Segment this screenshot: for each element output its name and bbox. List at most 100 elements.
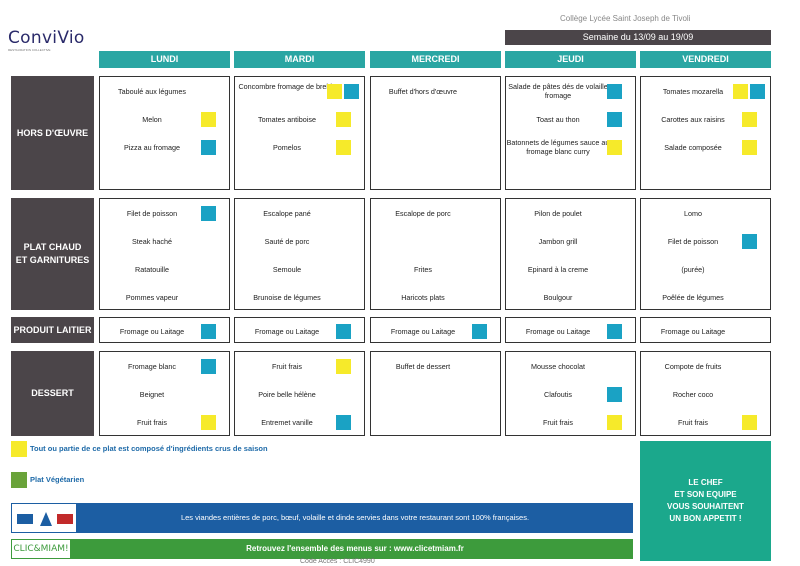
menu-cell: Fromage ou Laitage xyxy=(234,317,365,343)
menu-item: Filet de poisson xyxy=(126,208,178,218)
menu-item: Poêlée de légumes xyxy=(662,292,724,302)
menu-cell: Pilon de poulet Jambon grill Epinard à la … xyxy=(505,198,636,310)
sun-icon xyxy=(607,414,622,430)
sun-icon xyxy=(742,414,757,430)
menu-cell: Fromage blanc Beignet Fruit frais xyxy=(99,351,230,436)
menu-item: Boulgour xyxy=(543,292,573,302)
vegetarian-pot-icon xyxy=(201,323,216,339)
menu-cell: Buffet de dessert xyxy=(370,351,501,436)
menu-item: Beignet xyxy=(139,389,165,399)
menu-item: Fromage blanc xyxy=(128,361,176,371)
vegetarian-pot-icon xyxy=(472,323,487,339)
sun-icon xyxy=(742,111,757,127)
fish-icon xyxy=(742,233,757,249)
menu-item: Sauté de porc xyxy=(264,236,310,246)
vegetarian-pot-icon xyxy=(607,323,622,339)
menu-cell: Fruit frais Poire belle hélène Entremet va… xyxy=(234,351,365,436)
menu-item: Ratatouille xyxy=(135,264,169,274)
menu-item: Tomates antiboise xyxy=(258,114,316,124)
farm-animals-icon xyxy=(11,503,77,533)
menu-item: Fromage ou Laitage xyxy=(660,326,726,336)
menu-item: Carottes aux raisins xyxy=(661,114,725,124)
week-banner: Semaine du 13/09 au 19/09 xyxy=(505,30,771,45)
menu-item: Escalope de porc xyxy=(395,208,451,218)
menu-item: Lomo xyxy=(684,208,702,218)
menu-item: Frites xyxy=(414,264,432,274)
category-plat-chaud: PLAT CHAUD ET GARNITURES xyxy=(11,198,94,310)
sun-icon xyxy=(327,83,342,99)
menu-item: Pomelos xyxy=(273,142,301,152)
menu-cell: Escalope de porc Frites Haricots plats xyxy=(370,198,501,310)
animals-svg xyxy=(17,512,73,526)
menu-cell: Escalope pané Sauté de porc Semoule Brunois… xyxy=(234,198,365,310)
menu-item: Pilon de poulet xyxy=(534,208,582,218)
chef-line: ET SON EQUIPE xyxy=(674,490,737,499)
menu-item: Buffet de dessert xyxy=(395,361,451,371)
vegetarian-pot-icon xyxy=(336,414,351,430)
menu-cell: Fromage ou Laitage xyxy=(99,317,230,343)
school-name: Collège Lycée Saint Joseph de Tivoli xyxy=(560,14,691,23)
french-meat-text: Les viandes entières de porc, bœuf, vola… xyxy=(180,513,530,522)
menu-cell: Fromage ou Laitage xyxy=(505,317,636,343)
menu-item: (purée) xyxy=(681,264,705,274)
menu-item: Entremet vanille xyxy=(261,417,313,427)
vegetarian-pot-icon xyxy=(201,139,216,155)
menu-item: Poire belle hélène xyxy=(258,389,316,399)
menu-item: Toast au thon xyxy=(536,114,580,124)
clicetmiam-logo: CLIC&MIAM! xyxy=(11,539,71,559)
menu-cell: Fromage ou Laitage xyxy=(370,317,501,343)
menu-item: Epinard à la creme xyxy=(527,264,589,274)
menu-item: Fromage ou Laitage xyxy=(119,326,185,336)
vegetarian-pot-icon xyxy=(336,323,351,339)
menu-item: Haricots plats xyxy=(401,292,445,302)
day-header-mercredi: MERCREDI xyxy=(370,51,501,68)
menus-link-text[interactable]: Retrouvez l'ensemble des menus sur : www… xyxy=(246,544,464,553)
menu-item: Fruit frais xyxy=(272,361,302,371)
menu-cell: Tomates mozarella Carottes aux raisins Sal… xyxy=(640,76,771,190)
menu-item: Fruit frais xyxy=(678,417,708,427)
menu-item: Taboulé aux légumes xyxy=(118,86,186,96)
menus-banner xyxy=(11,539,633,559)
menu-item: Escalope pané xyxy=(263,208,311,218)
menu-item: Fromage ou Laitage xyxy=(525,326,591,336)
sun-icon xyxy=(733,83,748,99)
menu-item: Fruit frais xyxy=(137,417,167,427)
menu-cell: Lomo Filet de poisson (purée) Poêlée de lég… xyxy=(640,198,771,310)
menu-item: Salade de pâtes dés de volaille fromage xyxy=(508,82,608,100)
chef-message: LE CHEF ET SON EQUIPE VOUS SOUHAITENT UN… xyxy=(640,441,771,561)
fish-icon xyxy=(607,111,622,127)
sun-icon xyxy=(742,139,757,155)
sun-icon xyxy=(336,139,351,155)
day-header-jeudi: JEUDI xyxy=(505,51,636,68)
vegetarian-pot-icon xyxy=(201,358,216,374)
menu-item: Filet de poisson xyxy=(667,236,719,246)
menu-item: Semoule xyxy=(272,264,302,274)
day-header-vendredi: VENDREDI xyxy=(640,51,771,68)
menu-cell: Filet de poisson Steak haché Ratatouille Po… xyxy=(99,198,230,310)
fish-icon xyxy=(201,205,216,221)
access-code: Code Accès : CLIC4990 xyxy=(300,558,375,565)
menu-item: Jambon grill xyxy=(538,236,578,246)
category-produit-laitier: PRODUIT LAITIER xyxy=(11,317,94,343)
logo-subtitle: RESTAURATION COLLECTIVE xyxy=(8,48,51,52)
menu-item: Compote de fruits xyxy=(664,361,722,371)
menu-item: Batonnets de légumes sauce au fromage bl… xyxy=(506,138,610,156)
day-header-mardi: MARDI xyxy=(234,51,365,68)
menu-cell: Concombre fromage de brebis Tomates antib… xyxy=(234,76,365,190)
menu-item: Concombre fromage de brebis xyxy=(238,82,336,91)
day-header-lundi: LUNDI xyxy=(99,51,230,68)
category-hors-doeuvre: HORS D'ŒUVRE xyxy=(11,76,94,190)
vegetarian-pot-icon xyxy=(607,386,622,402)
vegetarian-icon xyxy=(11,472,27,488)
menu-item: Steak haché xyxy=(132,236,172,246)
menu-item: Salade composée xyxy=(664,142,722,152)
sun-icon xyxy=(201,414,216,430)
menu-item: Pommes vapeur xyxy=(125,292,179,302)
menu-item: Fromage ou Laitage xyxy=(254,326,320,336)
sun-icon xyxy=(336,111,351,127)
vegetarian-pot-icon xyxy=(607,83,622,99)
menu-item: Mousse chocolat xyxy=(531,361,585,371)
menu-item: Pizza au fromage xyxy=(124,142,180,152)
sun-icon xyxy=(336,358,351,374)
menu-item: Buffet d'hors d'œuvre xyxy=(388,86,458,96)
